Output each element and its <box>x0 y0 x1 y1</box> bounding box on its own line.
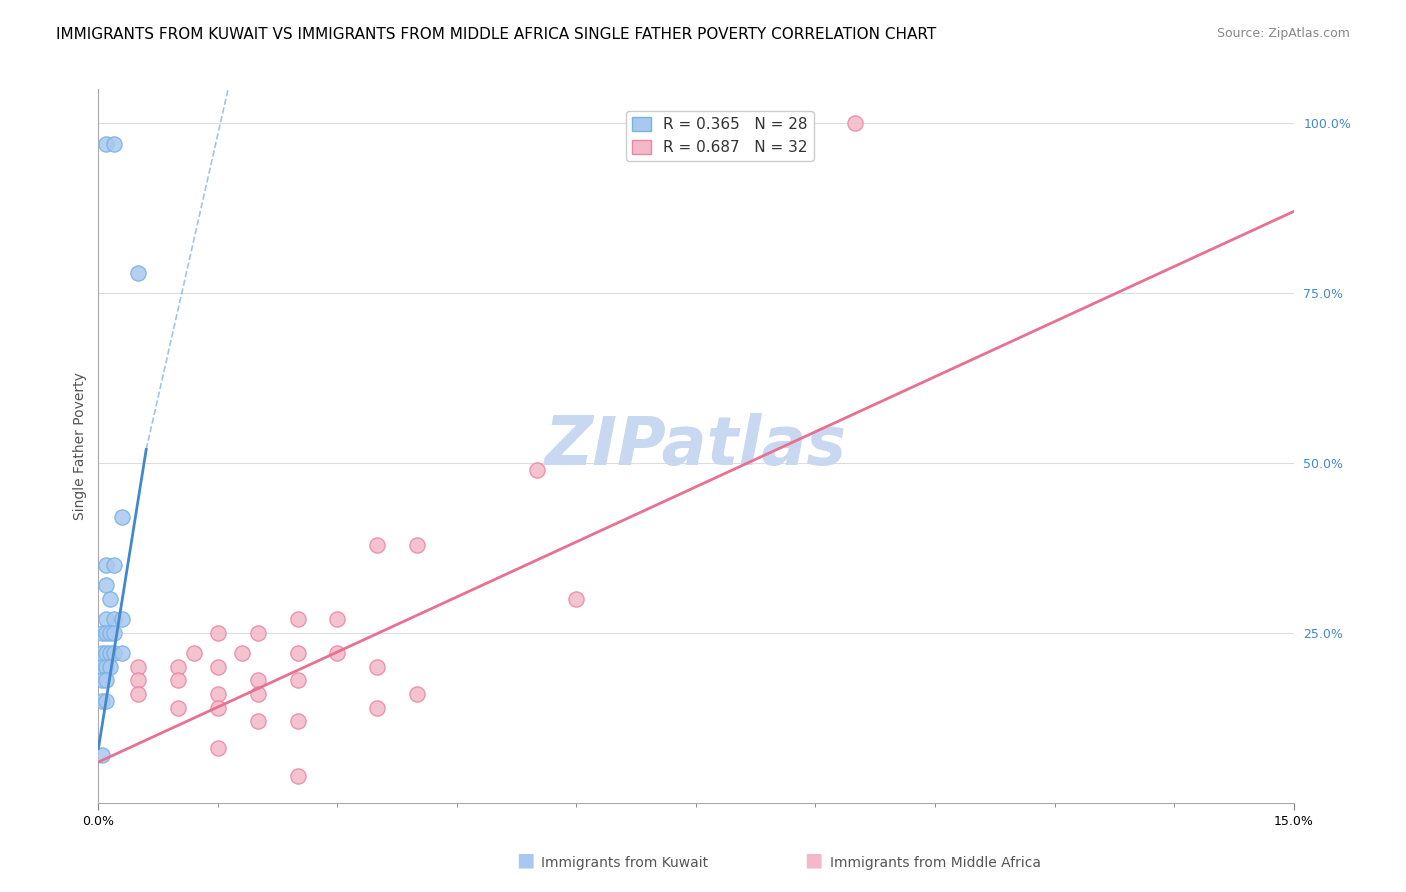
Point <box>96 673 118 688</box>
Point <box>111 510 134 524</box>
Point <box>287 714 309 729</box>
Point <box>287 612 309 626</box>
Point <box>98 591 122 606</box>
Point <box>287 646 309 660</box>
Point <box>406 537 429 551</box>
Point <box>111 612 134 626</box>
Point <box>98 626 122 640</box>
Point <box>91 626 114 640</box>
Point <box>287 769 309 783</box>
Point <box>91 673 114 688</box>
Text: Immigrants from Kuwait: Immigrants from Kuwait <box>541 855 709 870</box>
Point <box>287 673 309 688</box>
Text: ■: ■ <box>516 851 534 870</box>
Point <box>127 687 149 701</box>
Point <box>91 694 114 708</box>
Point <box>103 646 125 660</box>
Point <box>366 660 388 674</box>
Point <box>326 612 349 626</box>
Point <box>127 673 149 688</box>
Text: ■: ■ <box>804 851 823 870</box>
Point <box>111 646 134 660</box>
Point <box>406 687 429 701</box>
Text: ZIPatlas: ZIPatlas <box>546 413 846 479</box>
Point <box>207 687 229 701</box>
Point <box>96 646 118 660</box>
Point <box>103 136 125 151</box>
Text: Immigrants from Middle Africa: Immigrants from Middle Africa <box>830 855 1040 870</box>
Point <box>167 673 190 688</box>
Point <box>207 741 229 756</box>
Point <box>366 537 388 551</box>
Point <box>207 626 229 640</box>
Point <box>91 748 114 763</box>
Point <box>96 558 118 572</box>
Point <box>246 687 269 701</box>
Text: IMMIGRANTS FROM KUWAIT VS IMMIGRANTS FROM MIDDLE AFRICA SINGLE FATHER POVERTY CO: IMMIGRANTS FROM KUWAIT VS IMMIGRANTS FRO… <box>56 27 936 42</box>
Point <box>326 646 349 660</box>
Y-axis label: Single Father Poverty: Single Father Poverty <box>73 372 87 520</box>
Point <box>98 646 122 660</box>
Point <box>103 612 125 626</box>
Point <box>96 136 118 151</box>
Point <box>96 694 118 708</box>
Point <box>103 626 125 640</box>
Point <box>96 578 118 592</box>
Point <box>246 626 269 640</box>
Point <box>167 700 190 714</box>
Point <box>246 714 269 729</box>
Point <box>96 626 118 640</box>
Point <box>183 646 205 660</box>
Point <box>231 646 253 660</box>
Point <box>526 463 548 477</box>
Point <box>127 266 149 280</box>
Point <box>246 673 269 688</box>
Point <box>207 700 229 714</box>
Point <box>207 660 229 674</box>
Point <box>96 660 118 674</box>
Point <box>167 660 190 674</box>
Point <box>91 646 114 660</box>
Point <box>127 660 149 674</box>
Text: Source: ZipAtlas.com: Source: ZipAtlas.com <box>1216 27 1350 40</box>
Point <box>366 700 388 714</box>
Point <box>565 591 588 606</box>
Point <box>96 612 118 626</box>
Point <box>844 116 866 130</box>
Point <box>98 660 122 674</box>
Legend: R = 0.365   N = 28, R = 0.687   N = 32: R = 0.365 N = 28, R = 0.687 N = 32 <box>626 112 814 161</box>
Point <box>91 660 114 674</box>
Point <box>103 558 125 572</box>
